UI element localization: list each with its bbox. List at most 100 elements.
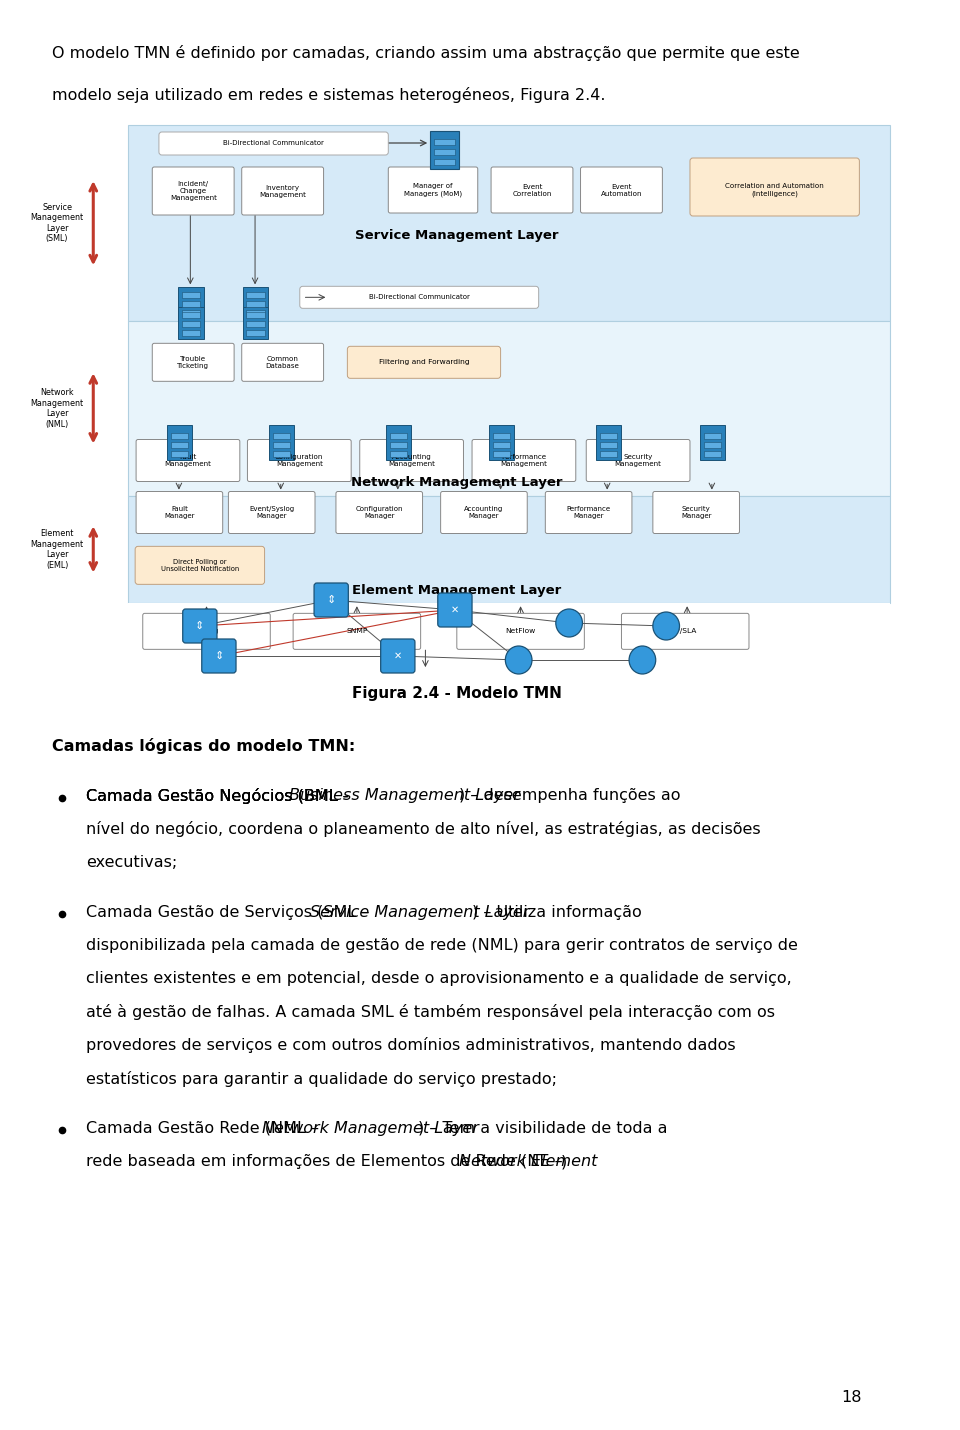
Text: ): ) <box>561 1154 567 1170</box>
FancyBboxPatch shape <box>135 546 265 585</box>
Text: Network Element: Network Element <box>459 1154 597 1170</box>
FancyBboxPatch shape <box>490 425 514 459</box>
FancyBboxPatch shape <box>390 450 407 456</box>
Text: ) – Utiliza informação: ) – Utiliza informação <box>472 905 642 919</box>
FancyBboxPatch shape <box>705 450 721 456</box>
FancyBboxPatch shape <box>293 613 420 649</box>
FancyBboxPatch shape <box>181 330 200 336</box>
FancyBboxPatch shape <box>390 442 407 448</box>
FancyBboxPatch shape <box>247 322 265 327</box>
Text: ) – desempenha funções ao: ) – desempenha funções ao <box>459 788 681 804</box>
Text: Network Managemet Layer: Network Managemet Layer <box>262 1121 479 1135</box>
Text: Network Management Layer: Network Management Layer <box>351 476 563 489</box>
FancyBboxPatch shape <box>493 432 510 439</box>
Text: ) – Tem a visibilidade de toda a: ) – Tem a visibilidade de toda a <box>419 1121 667 1135</box>
Text: Business Management Layer: Business Management Layer <box>289 788 520 804</box>
Text: Network
Management
Layer
(NML): Network Management Layer (NML) <box>31 389 84 429</box>
FancyBboxPatch shape <box>181 302 200 307</box>
Text: Configuration
Manager: Configuration Manager <box>355 506 403 519</box>
FancyBboxPatch shape <box>300 286 539 309</box>
FancyBboxPatch shape <box>274 432 290 439</box>
Text: Element Management Layer: Element Management Layer <box>352 583 562 596</box>
Text: Camada Gestão Rede (NML –: Camada Gestão Rede (NML – <box>85 1121 324 1135</box>
Text: Direct Polling or
Unsolicited Notification: Direct Polling or Unsolicited Notificati… <box>160 559 239 572</box>
Text: rede baseada em informações de Elementos de Rede (NE –: rede baseada em informações de Elementos… <box>85 1154 567 1170</box>
FancyBboxPatch shape <box>136 492 223 533</box>
Text: Configuration
Management: Configuration Management <box>276 453 324 468</box>
Text: Performance
Management: Performance Management <box>500 453 547 468</box>
Text: Common
Database: Common Database <box>266 356 300 369</box>
Text: SNMP: SNMP <box>347 628 368 635</box>
FancyBboxPatch shape <box>336 492 422 533</box>
FancyBboxPatch shape <box>493 450 510 456</box>
FancyBboxPatch shape <box>270 425 294 459</box>
FancyBboxPatch shape <box>492 167 573 213</box>
FancyBboxPatch shape <box>247 312 265 319</box>
FancyBboxPatch shape <box>493 442 510 448</box>
FancyBboxPatch shape <box>430 132 459 169</box>
Text: Camadas lógicas do modelo TMN:: Camadas lógicas do modelo TMN: <box>53 738 355 754</box>
Text: Service Management Layer: Service Management Layer <box>355 229 559 242</box>
FancyBboxPatch shape <box>653 492 739 533</box>
FancyBboxPatch shape <box>581 167 662 213</box>
FancyBboxPatch shape <box>434 139 455 144</box>
Text: O modelo TMN é definido por camadas, criando assim uma abstraçção que permite qu: O modelo TMN é definido por camadas, cri… <box>53 44 800 61</box>
FancyBboxPatch shape <box>705 432 721 439</box>
FancyBboxPatch shape <box>159 132 388 154</box>
FancyBboxPatch shape <box>600 450 616 456</box>
FancyBboxPatch shape <box>390 432 407 439</box>
Text: Fault
Manager: Fault Manager <box>164 506 195 519</box>
Text: Correlation and Automation
(Intelligence): Correlation and Automation (Intelligence… <box>726 183 824 197</box>
Text: Bi-Directional Communicator: Bi-Directional Communicator <box>223 140 324 146</box>
FancyBboxPatch shape <box>247 302 265 307</box>
FancyBboxPatch shape <box>434 149 455 154</box>
Text: estatísticos para garantir a qualidade do serviço prestado;: estatísticos para garantir a qualidade d… <box>85 1071 557 1087</box>
FancyBboxPatch shape <box>178 287 204 319</box>
FancyBboxPatch shape <box>202 639 236 674</box>
FancyBboxPatch shape <box>274 450 290 456</box>
Circle shape <box>629 646 656 674</box>
FancyBboxPatch shape <box>171 442 188 448</box>
FancyBboxPatch shape <box>182 609 217 644</box>
FancyBboxPatch shape <box>167 425 192 459</box>
Text: Camada Gestão Negócios (BML -: Camada Gestão Negócios (BML - <box>85 788 353 804</box>
FancyBboxPatch shape <box>690 157 859 216</box>
Text: até à gestão de falhas. A camada SML é também responsável pela interacção com os: até à gestão de falhas. A camada SML é t… <box>85 1004 775 1021</box>
FancyBboxPatch shape <box>248 439 351 482</box>
Text: Event/Syslog
Manager: Event/Syslog Manager <box>250 506 295 519</box>
Text: ✕: ✕ <box>451 605 459 615</box>
Text: ⇕: ⇕ <box>214 651 224 661</box>
Text: Filtering and Forwarding: Filtering and Forwarding <box>378 359 469 365</box>
FancyBboxPatch shape <box>381 639 415 674</box>
Text: NetFlow: NetFlow <box>506 628 536 635</box>
FancyBboxPatch shape <box>438 593 472 626</box>
FancyBboxPatch shape <box>178 307 204 339</box>
FancyBboxPatch shape <box>243 287 269 319</box>
FancyBboxPatch shape <box>441 492 527 533</box>
Text: Accounting
Manager: Accounting Manager <box>465 506 504 519</box>
Text: Trouble
Ticketing: Trouble Ticketing <box>178 356 209 369</box>
FancyBboxPatch shape <box>129 496 890 603</box>
FancyBboxPatch shape <box>247 292 265 299</box>
FancyBboxPatch shape <box>181 322 200 327</box>
Text: disponibilizada pela camada de gestão de rede (NML) para gerir contratos de serv: disponibilizada pela camada de gestão de… <box>85 938 798 952</box>
FancyBboxPatch shape <box>600 432 616 439</box>
Text: Security
Manager: Security Manager <box>681 506 711 519</box>
Text: Fault
Management: Fault Management <box>164 453 211 468</box>
Text: Event
Correlation: Event Correlation <box>513 183 552 196</box>
FancyBboxPatch shape <box>596 425 620 459</box>
Text: Syslog: Syslog <box>194 628 219 635</box>
FancyBboxPatch shape <box>545 492 632 533</box>
Text: Incident/
Change
Management: Incident/ Change Management <box>170 182 217 202</box>
FancyBboxPatch shape <box>153 343 234 382</box>
FancyBboxPatch shape <box>314 583 348 616</box>
FancyBboxPatch shape <box>705 442 721 448</box>
FancyBboxPatch shape <box>129 124 890 322</box>
Text: Service Management Layer: Service Management Layer <box>309 905 529 919</box>
Text: Camada Gestão Negócios (BML -: Camada Gestão Negócios (BML - <box>85 788 353 804</box>
FancyBboxPatch shape <box>143 613 271 649</box>
Text: Camada Gestão Negócios (BML -: Camada Gestão Negócios (BML - <box>85 788 353 804</box>
Text: Service
Management
Layer
(SML): Service Management Layer (SML) <box>31 203 84 243</box>
Circle shape <box>505 646 532 674</box>
FancyBboxPatch shape <box>153 167 234 214</box>
